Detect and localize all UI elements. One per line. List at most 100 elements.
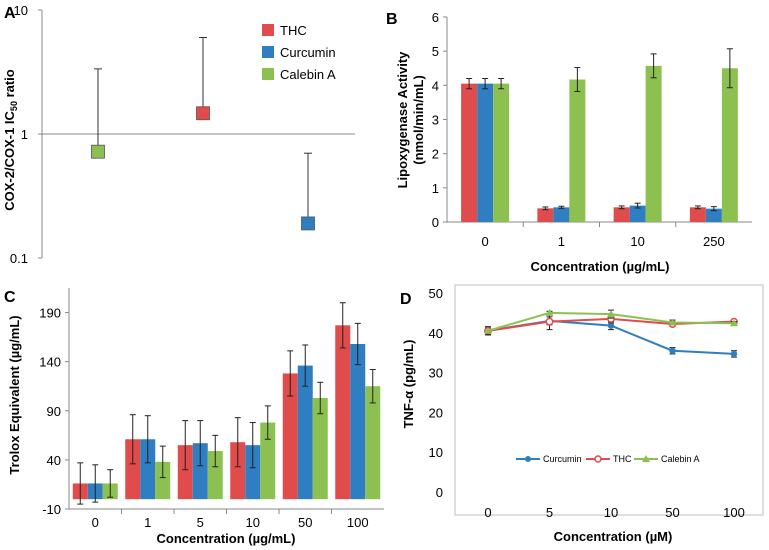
panel-d-calebin-a-marker bbox=[668, 318, 677, 326]
panel-d-legend-curcumin: Curcumin bbox=[543, 454, 582, 464]
panel-c-bar-calebin-a-1 bbox=[155, 461, 171, 500]
legend-swatch-thc bbox=[262, 24, 274, 36]
panel-d-ytick-label: 40 bbox=[429, 326, 443, 341]
panel-b-xtick-label: 250 bbox=[703, 234, 725, 249]
panel-d-xlabel: Concentration (µM) bbox=[554, 529, 673, 544]
legend-marker-calebin bbox=[642, 455, 650, 462]
panel-b-bar-curcumin-1 bbox=[553, 207, 570, 222]
panel-b-ylabel-line2: (nmol/min/mL) bbox=[411, 75, 426, 165]
panel-a: 10 1 0.1 COX-2/COX-1 IC50 ratio THC Curc… bbox=[2, 3, 355, 266]
panel-a-ytick-0-1: 0.1 bbox=[10, 251, 28, 266]
panel-b-ytick-label: 1 bbox=[432, 181, 439, 196]
panel-c-xtick-label: 50 bbox=[298, 515, 312, 530]
panel-c-xtick-label: 5 bbox=[197, 515, 204, 530]
panel-c: Trolox Equivalent (µg/mL) Concentration … bbox=[7, 288, 384, 546]
panel-c-ytick-label: 40 bbox=[47, 453, 61, 468]
panel-letter-a: A bbox=[4, 5, 16, 22]
legend-label-calebin: Calebin A bbox=[280, 67, 336, 82]
panel-c-bar-calebin-a-10 bbox=[260, 422, 276, 500]
panel-b: Lipoxygenase Activity (nmol/min/mL) Conc… bbox=[395, 10, 752, 274]
panel-b-xtick-label: 10 bbox=[630, 234, 644, 249]
panel-a-ytick-1: 1 bbox=[21, 127, 28, 142]
panel-c-xlabel: Concentration (µg/mL) bbox=[157, 531, 296, 546]
panel-b-bar-curcumin-0 bbox=[477, 83, 494, 222]
panel-b-bar-curcumin-10 bbox=[629, 205, 646, 222]
panel-c-bar-curcumin-5 bbox=[192, 443, 208, 500]
panel-b-bar-calebin-a-0 bbox=[493, 83, 510, 222]
panel-c-ytick-label: 90 bbox=[47, 404, 61, 419]
panel-c-bar-calebin-a-100 bbox=[365, 386, 381, 500]
panel-b-bar-thc-0 bbox=[461, 83, 478, 222]
panel-d-ytick-label: 50 bbox=[429, 286, 443, 301]
panel-d-ylabel: TNF-α (pg/mL) bbox=[401, 340, 416, 429]
panel-c-bar-curcumin-1 bbox=[140, 439, 156, 500]
panel-d-calebin-a-marker bbox=[607, 310, 615, 318]
panel-d-xtick-label: 50 bbox=[665, 505, 679, 520]
panel-d-calebin-a-marker bbox=[730, 319, 738, 327]
panel-b-ytick-label: 0 bbox=[432, 215, 439, 230]
panel-c-bar-calebin-a-50 bbox=[312, 398, 328, 500]
panel-c-bar-calebin-a-5 bbox=[207, 451, 223, 500]
panel-b-bar-thc-250 bbox=[689, 207, 706, 222]
panel-b-xlabel: Concentration (µg/mL) bbox=[531, 259, 670, 274]
panel-c-xtick-label: 1 bbox=[144, 515, 151, 530]
panel-d-curcumin-marker bbox=[669, 347, 676, 354]
panel-c-ytick-label: -10 bbox=[42, 502, 61, 517]
panel-letter-b: B bbox=[386, 11, 398, 28]
panel-c-bar-curcumin-10 bbox=[245, 445, 261, 500]
panel-d: TNF-α (pg/mL) Concentration (µM) Curcumi… bbox=[401, 284, 764, 544]
panel-d-calebin-a-marker bbox=[484, 326, 492, 334]
legend-swatch-calebin bbox=[262, 68, 274, 80]
panel-d-xtick-label: 0 bbox=[484, 505, 491, 520]
panel-c-bar-curcumin-100 bbox=[350, 343, 366, 500]
panel-c-xtick-label: 100 bbox=[347, 515, 369, 530]
panel-d-thc-marker bbox=[545, 317, 554, 326]
panel-c-ylabel: Trolox Equivalent (µg/mL) bbox=[7, 315, 22, 474]
panel-b-bar-thc-10 bbox=[613, 207, 630, 222]
legend-label-curcumin: Curcumin bbox=[280, 45, 336, 60]
panel-c-ytick-label: 140 bbox=[39, 355, 61, 370]
panel-d-ytick-label: 20 bbox=[429, 405, 443, 420]
legend-marker-curcumin bbox=[525, 456, 531, 462]
panel-a-curcumin-marker bbox=[301, 216, 315, 231]
panel-b-bar-calebin-a-250 bbox=[721, 68, 738, 222]
panel-a-thc-marker bbox=[196, 106, 210, 121]
panel-d-legend-calebin: Calebin A bbox=[661, 454, 700, 464]
panel-c-bar-thc-50 bbox=[282, 373, 298, 500]
panel-b-ytick-label: 6 bbox=[432, 10, 439, 25]
legend-swatch-curcumin bbox=[262, 46, 274, 58]
panel-b-bar-thc-1 bbox=[537, 208, 554, 222]
panel-d-ytick-label: 30 bbox=[429, 366, 443, 381]
panel-c-bar-curcumin-50 bbox=[297, 365, 313, 500]
panel-d-calebin-a-marker bbox=[545, 308, 554, 316]
panel-d-xtick-label: 5 bbox=[546, 505, 553, 520]
panel-letter-d: D bbox=[400, 291, 412, 308]
panel-d-xtick-label: 100 bbox=[723, 505, 745, 520]
panel-b-ytick-label: 4 bbox=[432, 78, 439, 93]
panel-b-ylabel-line1: Lipoxygenase Activity bbox=[395, 51, 410, 189]
panel-b-ytick-label: 2 bbox=[432, 147, 439, 162]
panel-c-bar-thc-1 bbox=[125, 439, 141, 500]
panel-c-bar-thc-10 bbox=[230, 442, 246, 500]
panel-d-plot-frame bbox=[454, 284, 764, 516]
panel-b-bar-calebin-a-10 bbox=[645, 65, 662, 222]
panel-b-ytick-label: 3 bbox=[432, 113, 439, 128]
panel-letter-c: C bbox=[4, 289, 16, 306]
panel-d-xtick-label: 10 bbox=[604, 505, 618, 520]
panel-b-bar-curcumin-250 bbox=[705, 208, 722, 222]
panel-a-ylabel: COX-2/COX-1 IC50 ratio bbox=[2, 69, 19, 211]
panel-b-xtick-label: 1 bbox=[558, 234, 565, 249]
panel-d-ytick-label: 0 bbox=[436, 485, 443, 500]
panel-a-ytick-10: 10 bbox=[14, 3, 28, 18]
panel-c-xtick-label: 10 bbox=[246, 515, 260, 530]
panel-b-xtick-label: 0 bbox=[482, 234, 489, 249]
legend-marker-thc bbox=[594, 455, 602, 463]
panel-d-curcumin-marker bbox=[730, 350, 738, 358]
panel-c-xtick-label: 0 bbox=[92, 515, 99, 530]
panel-c-bar-thc-5 bbox=[177, 445, 193, 500]
panel-b-ytick-label: 5 bbox=[432, 44, 439, 59]
panel-a-calebin-a-marker bbox=[91, 144, 105, 159]
panel-d-legend-thc: THC bbox=[613, 454, 632, 464]
panel-b-bar-calebin-a-1 bbox=[569, 79, 586, 223]
